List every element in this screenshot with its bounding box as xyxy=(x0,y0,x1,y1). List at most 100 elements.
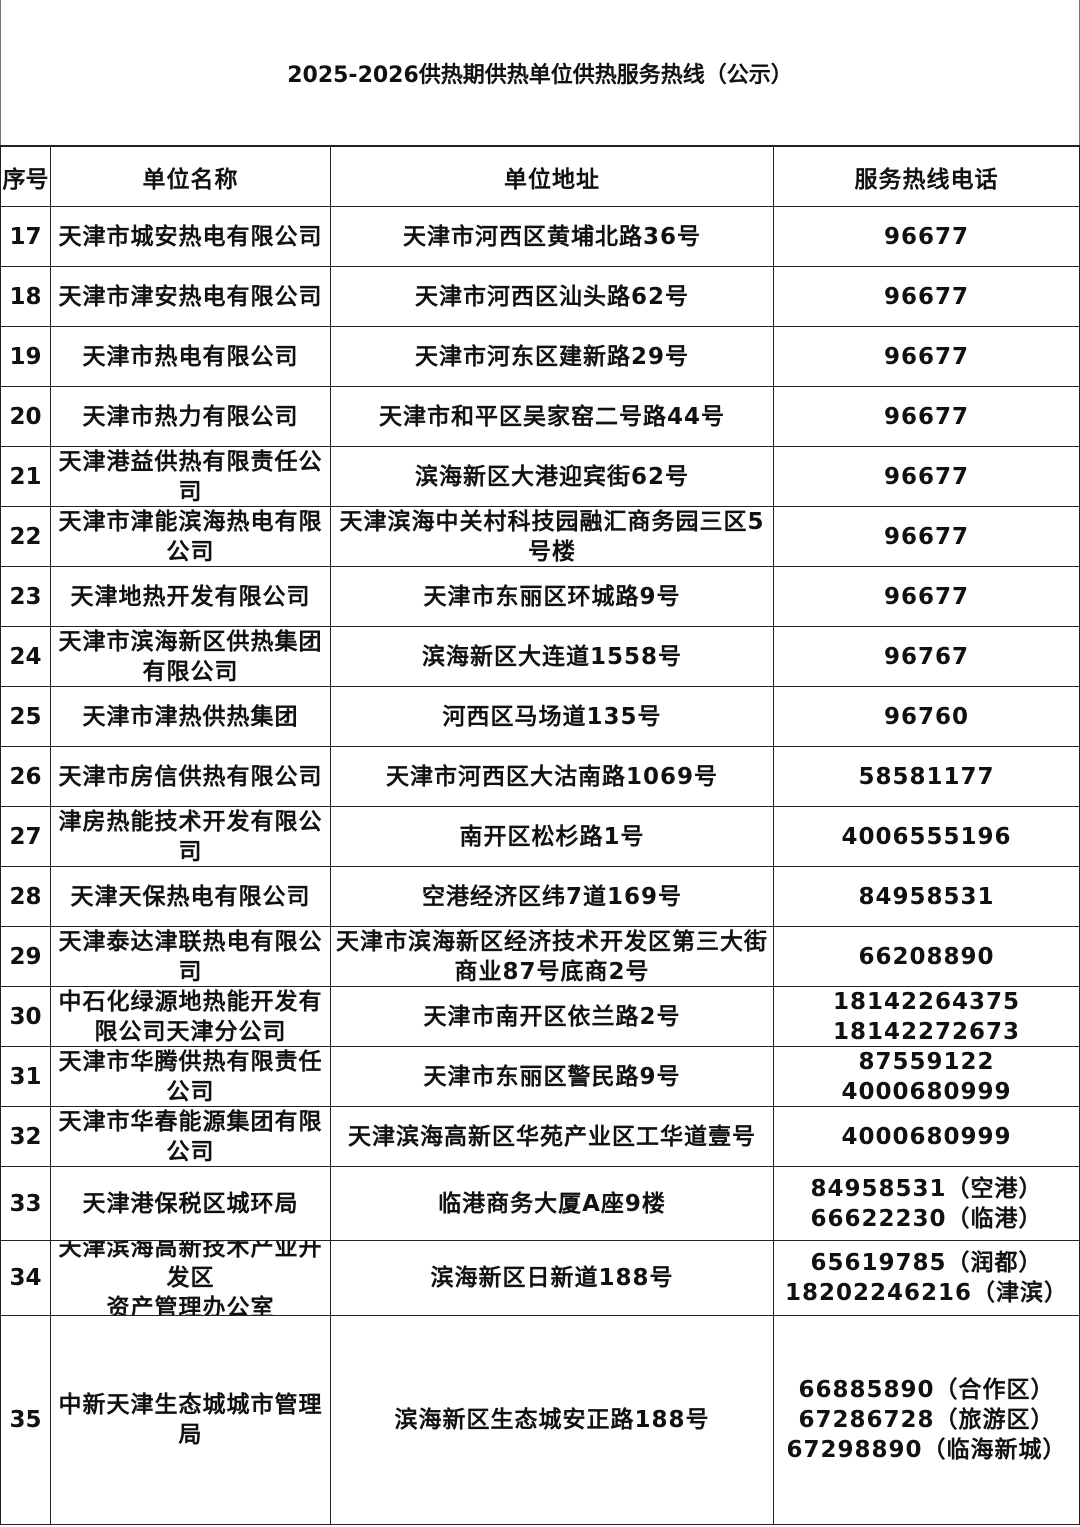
header-address: 单位地址 xyxy=(330,145,774,207)
seq-cell-text: 35 xyxy=(9,1407,42,1433)
table-row: 25 天津市津热供热集团 河西区马场道135号 96760 xyxy=(0,686,1080,747)
seq-cell-text: 17 xyxy=(9,223,42,250)
phone-cell: 96677 xyxy=(773,506,1080,567)
unit-name-cell: 天津市滨海新区供热集团有限公司 xyxy=(50,626,331,687)
unit-address-cell: 河西区马场道135号 xyxy=(330,686,774,747)
unit-address-cell: 天津滨海中关村科技园融汇商务园三区5号楼 xyxy=(330,506,774,567)
table-row: 18 天津市津安热电有限公司 天津市河西区汕头路62号 96677 xyxy=(0,266,1080,327)
page-title: 2025-2026供热期供热单位供热服务热线（公示） xyxy=(0,0,1080,145)
phone-cell: 84958531（空港） 66622230（临港） xyxy=(773,1166,1080,1241)
seq-cell: 24 xyxy=(0,626,51,687)
phone-cell: 4000680999 xyxy=(773,1106,1080,1167)
phone-cell-text: 65619785（润都） 18202246216（津滨） xyxy=(784,1250,1069,1306)
unit-name-cell-text: 天津港益供热有限责任公司 xyxy=(58,448,323,505)
phone-cell: 96760 xyxy=(773,686,1080,747)
table-row: 27 津房热能技术开发有限公司 南开区松杉路1号 4006555196 xyxy=(0,806,1080,867)
seq-cell: 22 xyxy=(0,506,51,567)
seq-cell-text: 34 xyxy=(9,1265,42,1291)
unit-name-cell-text: 天津市津能滨海热电有限公司 xyxy=(58,508,323,565)
phone-cell: 18142264375 18142272673 xyxy=(773,986,1080,1047)
seq-cell-text: 33 xyxy=(9,1190,42,1217)
seq-cell: 23 xyxy=(0,566,51,627)
unit-address-cell: 天津市河西区黄埔北路36号 xyxy=(330,206,774,267)
unit-name-cell: 天津市津能滨海热电有限公司 xyxy=(50,506,331,567)
phone-cell-text: 66208890 xyxy=(858,943,995,970)
phone-cell-text: 87559122 4000680999 xyxy=(841,1048,1012,1105)
unit-address-cell-text: 滨海新区生态城安正路188号 xyxy=(394,1407,710,1433)
unit-name-cell-text: 天津地热开发有限公司 xyxy=(70,583,311,610)
seq-cell-text: 23 xyxy=(9,583,42,610)
table-row: 21 天津港益供热有限责任公司 滨海新区大港迎宾街62号 96677 xyxy=(0,446,1080,507)
seq-cell: 31 xyxy=(0,1046,51,1107)
unit-address-cell-text: 天津市河西区大沽南路1069号 xyxy=(385,763,718,790)
phone-cell: 96767 xyxy=(773,626,1080,687)
unit-address-cell: 天津滨海高新区华苑产业区工华道壹号 xyxy=(330,1106,774,1167)
phone-cell-text: 66885890（合作区） 67286728（旅游区） 67298890（临海新… xyxy=(786,1377,1067,1463)
unit-name-cell: 天津港益供热有限责任公司 xyxy=(50,446,331,507)
unit-name-cell-text: 天津泰达津联热电有限公司 xyxy=(58,928,323,985)
phone-cell: 96677 xyxy=(773,446,1080,507)
table-row: 19 天津市热电有限公司 天津市河东区建新路29号 96677 xyxy=(0,326,1080,387)
phone-cell-text: 96767 xyxy=(883,643,970,670)
phone-cell: 84958531 xyxy=(773,866,1080,927)
phone-cell-text: 96677 xyxy=(883,343,970,370)
unit-name-cell: 天津市华春能源集团有限公司 xyxy=(50,1106,331,1167)
unit-name-cell-text: 天津市房信供热有限公司 xyxy=(58,763,323,790)
unit-address-cell-text: 天津滨海中关村科技园融汇商务园三区5号楼 xyxy=(339,508,765,565)
seq-cell: 25 xyxy=(0,686,51,747)
seq-cell-text: 19 xyxy=(9,343,42,370)
unit-address-cell-text: 天津市南开区依兰路2号 xyxy=(423,1003,681,1030)
unit-address-cell-text: 临港商务大厦A座9楼 xyxy=(438,1190,666,1217)
phone-cell: 4006555196 xyxy=(773,806,1080,867)
phone-cell: 96677 xyxy=(773,206,1080,267)
header-seq: 序号 xyxy=(0,145,51,207)
table-row: 20 天津市热力有限公司 天津市和平区吴家窑二号路44号 96677 xyxy=(0,386,1080,447)
unit-address-cell-text: 天津市河西区黄埔北路36号 xyxy=(402,223,701,250)
unit-name-cell-text: 天津市热电有限公司 xyxy=(82,343,299,370)
hotline-table: 序号 单位名称 单位地址 服务热线电话 17 天津市城安热电有限公司 天津市河西区黄… xyxy=(0,145,1080,1525)
phone-cell: 66885890（合作区） 67286728（旅游区） 67298890（临海新… xyxy=(773,1315,1080,1525)
unit-name-cell-text: 津房热能技术开发有限公司 xyxy=(58,808,323,865)
unit-address-cell-text: 河西区马场道135号 xyxy=(442,703,662,730)
table-header-row: 序号 单位名称 单位地址 服务热线电话 xyxy=(0,145,1080,207)
unit-name-cell: 天津市华腾供热有限责任公司 xyxy=(50,1046,331,1107)
seq-cell: 27 xyxy=(0,806,51,867)
unit-address-cell-text: 南开区松杉路1号 xyxy=(459,823,645,850)
seq-cell: 19 xyxy=(0,326,51,387)
seq-cell-text: 28 xyxy=(9,883,42,910)
phone-cell: 96677 xyxy=(773,266,1080,327)
unit-address-cell: 南开区松杉路1号 xyxy=(330,806,774,867)
unit-address-cell: 天津市河西区大沽南路1069号 xyxy=(330,746,774,807)
table-row: 24 天津市滨海新区供热集团有限公司 滨海新区大连道1558号 96767 xyxy=(0,626,1080,687)
unit-name-cell-text: 天津市热力有限公司 xyxy=(82,403,299,430)
unit-name-cell: 天津市房信供热有限公司 xyxy=(50,746,331,807)
unit-address-cell: 天津市东丽区警民路9号 xyxy=(330,1046,774,1107)
seq-cell-text: 30 xyxy=(9,1003,42,1030)
phone-cell: 66208890 xyxy=(773,926,1080,987)
phone-cell: 58581177 xyxy=(773,746,1080,807)
unit-name-cell: 天津市热力有限公司 xyxy=(50,386,331,447)
unit-address-cell: 滨海新区日新道188号 xyxy=(330,1240,774,1316)
unit-address-cell-text: 天津市河东区建新路29号 xyxy=(414,343,689,370)
unit-name-cell-text: 天津市华腾供热有限责任公司 xyxy=(58,1048,323,1105)
unit-address-cell-text: 天津市河西区汕头路62号 xyxy=(414,283,689,310)
unit-address-cell: 天津市滨海新区经济技术开发区第三大街商业87号底商2号 xyxy=(330,926,774,987)
phone-cell-text: 96677 xyxy=(883,583,970,610)
seq-cell: 33 xyxy=(0,1166,51,1241)
unit-name-cell-text: 天津市津安热电有限公司 xyxy=(58,283,323,310)
unit-address-cell-text: 天津滨海高新区华苑产业区工华道壹号 xyxy=(348,1123,756,1150)
seq-cell: 34 xyxy=(0,1240,51,1316)
unit-address-cell: 天津市河东区建新路29号 xyxy=(330,326,774,387)
unit-name-cell: 天津天保热电有限公司 xyxy=(50,866,331,927)
unit-name-cell: 天津市津安热电有限公司 xyxy=(50,266,331,327)
seq-cell: 35 xyxy=(0,1315,51,1525)
table-row: 26 天津市房信供热有限公司 天津市河西区大沽南路1069号 58581177 xyxy=(0,746,1080,807)
unit-name-cell: 天津港保税区城环局 xyxy=(50,1166,331,1241)
table-row: 33 天津港保税区城环局 临港商务大厦A座9楼 84958531（空港） 666222… xyxy=(0,1166,1080,1241)
unit-address-cell-text: 滨海新区大港迎宾街62号 xyxy=(414,463,689,490)
unit-address-cell: 天津市河西区汕头路62号 xyxy=(330,266,774,327)
unit-address-cell-text: 天津市东丽区警民路9号 xyxy=(423,1063,681,1090)
unit-address-cell: 滨海新区大连道1558号 xyxy=(330,626,774,687)
table-row: 35 中新天津生态城城市管理局 滨海新区生态城安正路188号 66885890（合作区… xyxy=(0,1315,1080,1525)
seq-cell: 18 xyxy=(0,266,51,327)
